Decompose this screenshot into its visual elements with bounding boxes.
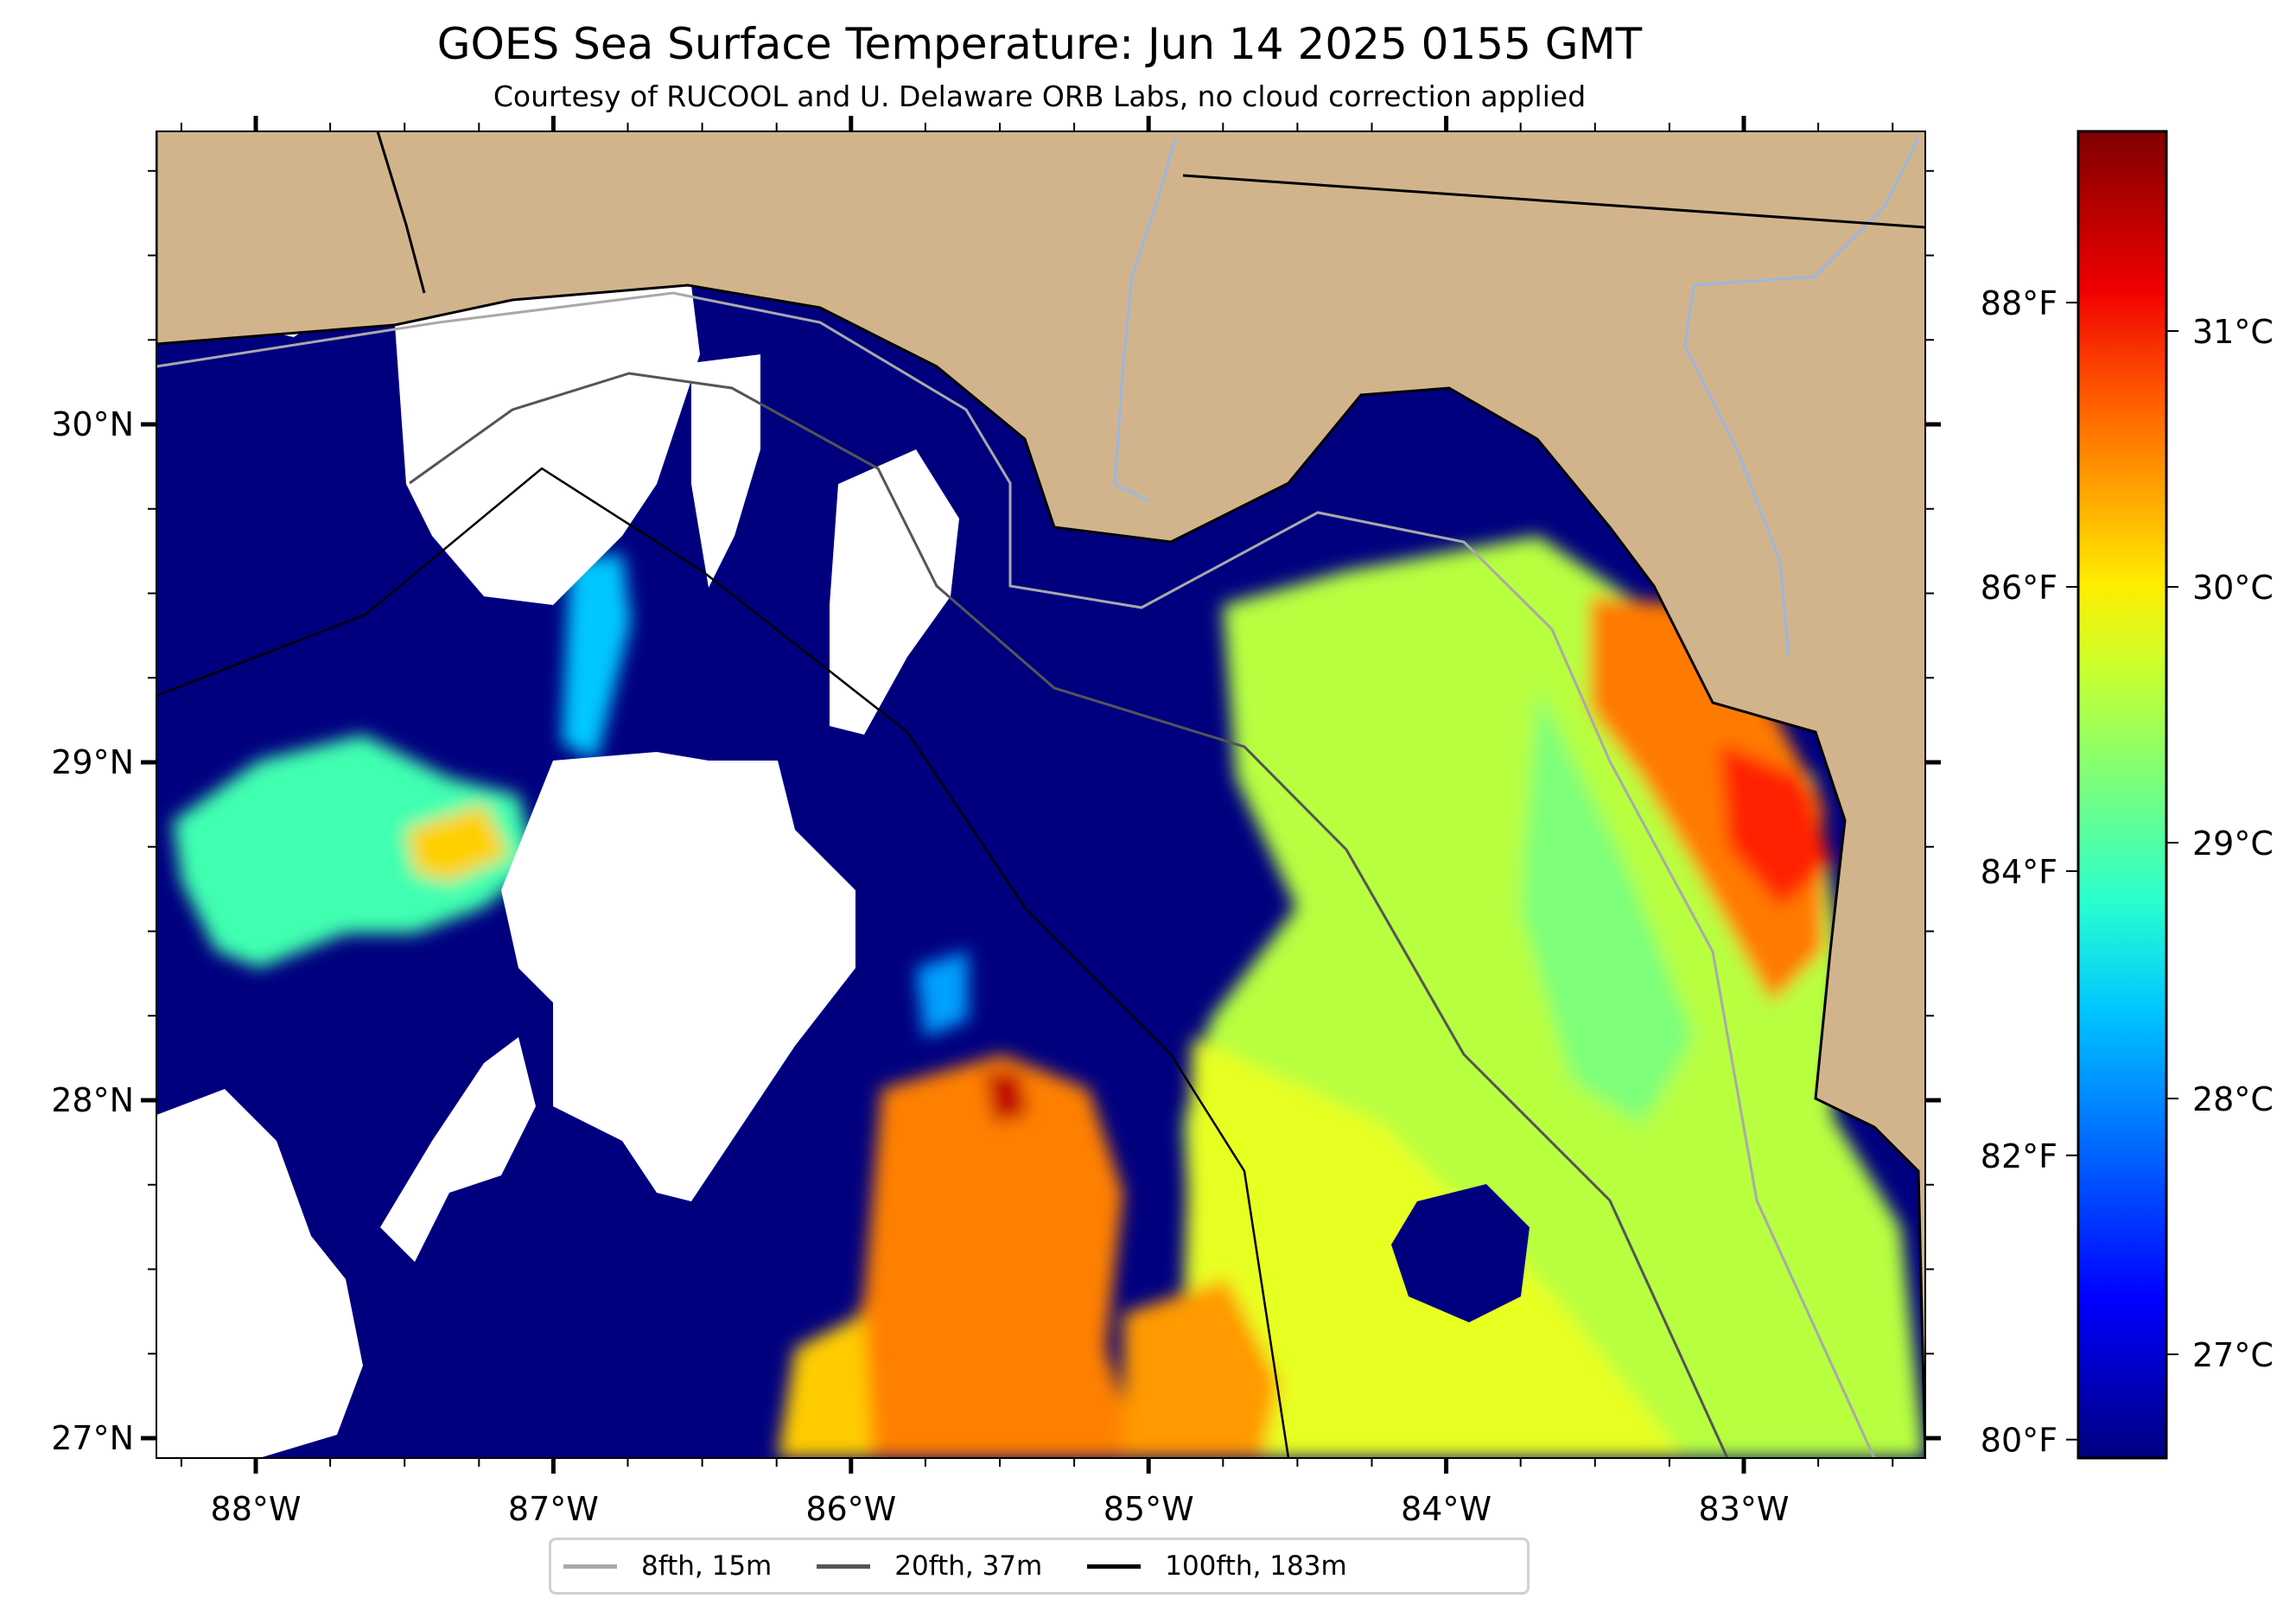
x-tick-label: 84°W: [1401, 1490, 1491, 1528]
x-tick-label: 88°W: [211, 1490, 302, 1528]
chart-title: GOES Sea Surface Temperature: Jun 14 202…: [436, 19, 1643, 69]
y-tick-label: 27°N: [51, 1419, 134, 1457]
contour-100fth: [156, 467, 1290, 1458]
river: [1683, 137, 1920, 658]
y-tick-label: 28°N: [51, 1081, 134, 1119]
colorbar-fahrenheit-label: 86°F: [1981, 569, 2057, 607]
chart-subtitle: Courtesy of RUCOOL and U. Delaware ORB L…: [493, 80, 1587, 113]
legend-swatch: [563, 1563, 617, 1569]
colorbar-fahrenheit-label: 84°F: [1981, 853, 2057, 891]
cold-eddy: [1391, 1184, 1530, 1322]
river: [1113, 137, 1177, 503]
legend-swatch: [817, 1563, 871, 1569]
y-tick-label: 29°N: [51, 743, 134, 781]
legend-item-100fth: 100fth, 183m: [1087, 1551, 1347, 1582]
x-tick-label: 83°W: [1699, 1490, 1790, 1528]
colorbar: [2077, 130, 2168, 1460]
colorbar-celsius-label: 29°C: [2192, 825, 2274, 863]
colorbar-celsius-label: 30°C: [2192, 569, 2274, 607]
legend-label: 20fth, 37m: [894, 1551, 1043, 1582]
colorbar-celsius-label: 28°C: [2192, 1080, 2274, 1118]
land-mass: [156, 131, 1925, 1458]
depth-legend: 8fth, 15m 20fth, 37m 100fth, 183m: [549, 1538, 1530, 1595]
contour-8fth: [156, 291, 1876, 1458]
warm-water-field: [173, 536, 1925, 1458]
y-tick-label: 30°N: [51, 405, 134, 443]
colorbar-fahrenheit-label: 80°F: [1981, 1422, 2057, 1460]
map-area: [156, 131, 1925, 1458]
legend-item-20fth: 20fth, 37m: [817, 1551, 1042, 1582]
state-border: [376, 131, 426, 294]
map-frame: [156, 131, 1926, 1459]
legend-label: 8fth, 15m: [641, 1551, 773, 1582]
legend-label: 100fth, 183m: [1165, 1551, 1347, 1582]
colorbar-celsius-label: 31°C: [2192, 313, 2274, 351]
state-border: [1182, 174, 1925, 229]
colorbar-celsius-label: 27°C: [2192, 1336, 2274, 1374]
contour-20fth: [409, 372, 1729, 1458]
legend-swatch: [1087, 1563, 1142, 1569]
x-tick-label: 87°W: [508, 1490, 599, 1528]
axis-ticks: 88°W 87°W 86°W 85°W 84°W 83°W 30°N 29°N 28°N 27°N…: [51, 116, 2274, 1528]
x-tick-label: 86°W: [805, 1490, 896, 1528]
x-tick-label: 85°W: [1103, 1490, 1194, 1528]
colorbar-fahrenheit-label: 82°F: [1981, 1137, 2057, 1175]
legend-item-8fth: 8fth, 15m: [563, 1551, 772, 1582]
colorbar-fahrenheit-label: 88°F: [1981, 284, 2057, 322]
